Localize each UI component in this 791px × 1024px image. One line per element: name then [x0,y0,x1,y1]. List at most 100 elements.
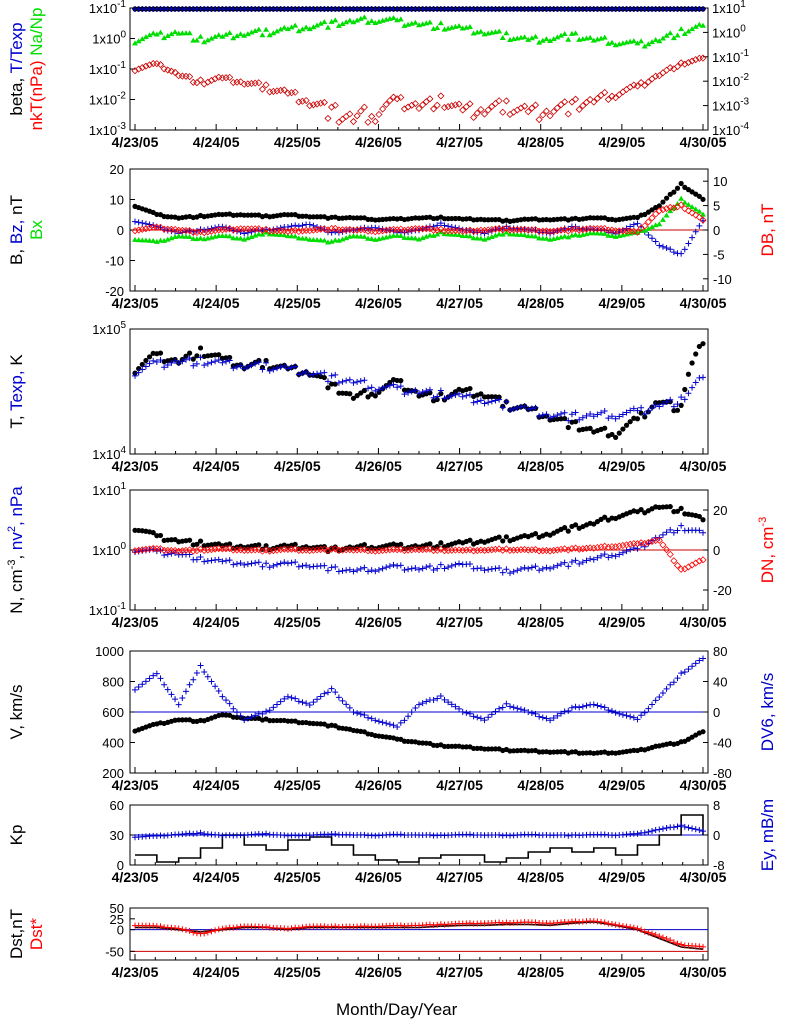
data-point [485,746,491,752]
data-point [495,97,503,105]
data-point [532,710,539,717]
data-point [175,233,182,239]
data-point [466,226,474,234]
y-tick-label: 1x100 [92,541,126,558]
data-point [284,365,291,372]
data-point [350,709,357,716]
data-point [339,21,346,27]
data-point [263,359,270,366]
data-point [485,566,492,573]
data-point [255,559,262,566]
data-point [197,662,204,669]
data-point [415,104,423,113]
data-point [390,722,397,729]
data-point [292,363,299,370]
data-point [670,529,677,536]
data-point [138,225,146,233]
data-point [284,233,291,239]
panel-density-pressure: 1x10-1 1x100 1x101 -20 0 20 4/23/05 4/24/05 4/25… [6,481,777,630]
data-point [470,113,478,122]
data-point [524,108,532,116]
data-point [252,212,258,218]
data-point [208,35,215,41]
y-tick-label: 600 [102,705,124,720]
data-point [248,212,255,218]
data-point [670,679,677,686]
data-point [594,215,601,221]
data-point [266,88,274,96]
data-point [207,227,216,235]
data-point [452,561,459,568]
data-point [204,78,212,86]
data-point [197,354,204,361]
data-point [393,546,401,554]
data-point [489,217,495,223]
data-point [361,377,368,384]
data-point [528,233,535,239]
y2-tick-label: 8 [713,798,720,813]
data-point [659,206,667,214]
data-point [572,231,579,237]
data-point [547,717,554,724]
y-axis-label: V, km/s [7,684,26,739]
x-tick-label: 4/30/05 [680,777,727,793]
data-point [397,831,404,838]
data-point [346,17,353,23]
y2-tick-label: 1x100 [712,23,746,40]
data-point [659,689,666,696]
data-point [546,547,554,555]
x-tick-label: 4/24/05 [193,134,240,150]
data-point [390,381,397,388]
data-point [649,930,656,937]
data-point [459,393,466,400]
data-point [361,712,368,719]
data-point [172,357,179,364]
data-point [571,225,580,233]
data-point [524,546,532,554]
data-point [423,233,430,239]
data-point [357,107,365,115]
x-tick-label: 4/24/05 [193,869,240,885]
data-point [645,232,652,239]
y2-tick-label: 10 [713,174,727,189]
data-point [525,36,532,42]
y-tick-label: 1x101 [92,481,126,498]
data-point [317,545,325,554]
y2-tick-label: -20 [713,583,732,598]
x-tick-label: 4/26/05 [355,777,402,793]
data-point [310,371,317,378]
x-tick-label: 4/23/05 [112,295,159,311]
data-point [303,235,310,241]
data-point [161,681,168,688]
y-axis-label: N, cm-3, nv2, nPa [6,486,26,614]
data-point [656,203,662,209]
data-point [547,230,554,237]
data-point [146,32,153,38]
data-point [143,357,149,364]
data-point [168,359,175,366]
data-point [343,235,350,241]
data-point [248,713,255,720]
data-point [258,547,267,555]
data-point [510,546,518,554]
data-point [619,88,627,96]
data-point [291,226,299,234]
data-point [278,717,284,724]
data-point [466,546,474,554]
data-point [466,100,474,108]
data-point [441,743,448,750]
data-point [416,390,422,397]
data-point [700,943,706,950]
data-point [252,712,259,719]
data-point [186,355,193,362]
data-point [186,681,193,688]
series-Kp [135,814,704,863]
data-point [427,541,433,547]
data-point [470,235,477,241]
data-point [332,371,339,378]
data-point [361,564,368,571]
data-point [212,33,219,39]
x-tick-label: 4/30/05 [680,869,727,885]
data-point [667,937,674,944]
data-point [274,365,280,372]
